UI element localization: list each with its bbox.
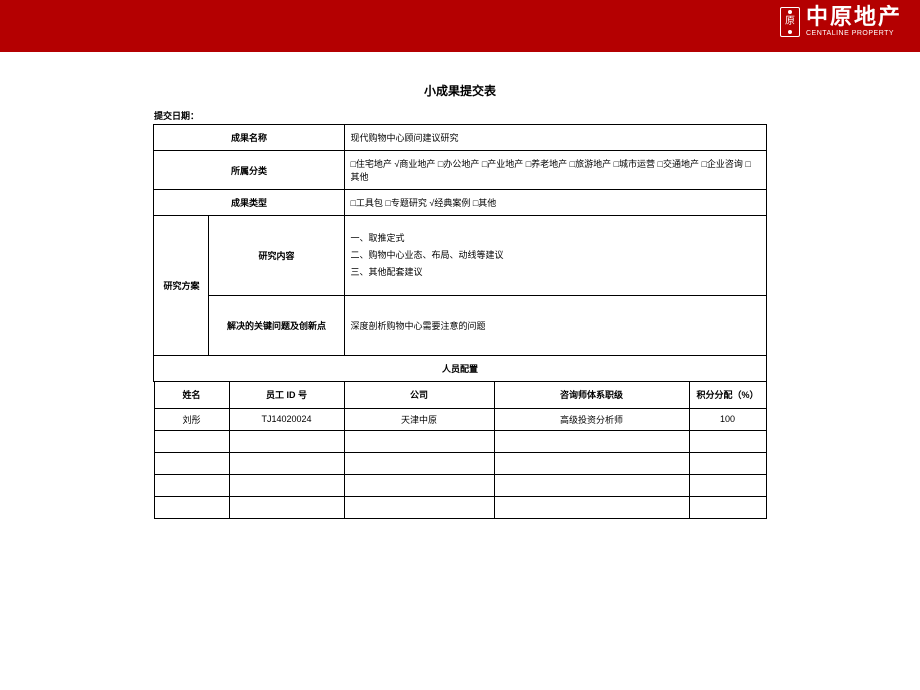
row-type: 成果类型 □工具包 □专题研究 √经典案例 □其他: [154, 190, 766, 216]
brand-name-en: CENTALINE PROPERTY: [806, 30, 902, 38]
research-content-line: 三、其他配套建议: [351, 264, 760, 281]
people-row: [154, 496, 766, 518]
people-table: 姓名 员工 ID 号 公司 咨询师体系职级 积分分配（%） 刘彤 TJ14020…: [154, 382, 767, 519]
people-cell: [494, 452, 689, 474]
people-row: [154, 430, 766, 452]
row-result-name: 成果名称 现代购物中心顾问建议研究: [154, 125, 766, 151]
submit-date-label: 提交日期：: [154, 109, 766, 122]
label-result-name: 成果名称: [154, 125, 344, 151]
people-cell: [494, 474, 689, 496]
row-category: 所属分类 □住宅地产 √商业地产 □办公地产 □产业地产 □养老地产 □旅游地产…: [154, 151, 766, 190]
brand-logo-text: 中原地产 CENTALINE PROPERTY: [806, 6, 902, 38]
research-content-line: 一、取推定式: [351, 230, 760, 247]
people-cell: [344, 496, 494, 518]
people-col-name: 姓名: [154, 382, 229, 408]
page-title: 小成果提交表: [424, 82, 496, 99]
value-result-name: 现代购物中心顾问建议研究: [344, 125, 766, 151]
brand-logo-mark-icon: 原: [780, 7, 800, 37]
people-cell-rank: 高级投资分析师: [494, 408, 689, 430]
people-cell: [689, 430, 766, 452]
brand-logo: 原 中原地产 CENTALINE PROPERTY: [780, 6, 902, 38]
value-research-content: 一、取推定式 二、购物中心业态、布局、动线等建议 三、其他配套建议: [344, 216, 766, 296]
people-cell-company: 天津中原: [344, 408, 494, 430]
people-cell: [154, 452, 229, 474]
label-research-plan: 研究方案: [154, 216, 209, 356]
people-cell: [154, 474, 229, 496]
people-cell: [344, 430, 494, 452]
brand-name-cn: 中原地产: [806, 6, 902, 28]
submission-form-table: 成果名称 现代购物中心顾问建议研究 所属分类 □住宅地产 √商业地产 □办公地产…: [153, 124, 766, 382]
row-people-section-title: 人员配置: [154, 356, 766, 382]
people-cell: [494, 496, 689, 518]
row-research-content: 研究方案 研究内容 一、取推定式 二、购物中心业态、布局、动线等建议 三、其他配…: [154, 216, 766, 296]
value-category: □住宅地产 √商业地产 □办公地产 □产业地产 □养老地产 □旅游地产 □城市运…: [344, 151, 766, 190]
people-col-id: 员工 ID 号: [229, 382, 344, 408]
people-cell: [494, 430, 689, 452]
value-type: □工具包 □专题研究 √经典案例 □其他: [344, 190, 766, 216]
people-cell: [229, 452, 344, 474]
people-row: [154, 474, 766, 496]
label-keypoint: 解决的关键问题及创新点: [209, 296, 344, 356]
people-cell: [229, 430, 344, 452]
research-content-line: 二、购物中心业态、布局、动线等建议: [351, 247, 760, 264]
people-cell: [154, 496, 229, 518]
people-col-rank: 咨询师体系职级: [494, 382, 689, 408]
header-bar: 原 中原地产 CENTALINE PROPERTY: [0, 0, 920, 52]
people-cell: [344, 474, 494, 496]
people-cell: [689, 452, 766, 474]
label-research-content: 研究内容: [209, 216, 344, 296]
people-row: 刘彤 TJ14020024 天津中原 高级投资分析师 100: [154, 408, 766, 430]
label-type: 成果类型: [154, 190, 344, 216]
people-cell: [229, 474, 344, 496]
people-cell: [344, 452, 494, 474]
value-keypoint: 深度剖析购物中心需要注意的问题: [344, 296, 766, 356]
label-category: 所属分类: [154, 151, 344, 190]
people-cell-name: 刘彤: [154, 408, 229, 430]
people-row: [154, 452, 766, 474]
people-cell: [689, 496, 766, 518]
people-header-row: 姓名 员工 ID 号 公司 咨询师体系职级 积分分配（%）: [154, 382, 766, 408]
row-keypoint: 解决的关键问题及创新点 深度剖析购物中心需要注意的问题: [154, 296, 766, 356]
people-cell-score: 100: [689, 408, 766, 430]
document-body: 小成果提交表 提交日期： 成果名称 现代购物中心顾问建议研究 所属分类 □住宅地…: [0, 52, 920, 519]
people-col-company: 公司: [344, 382, 494, 408]
people-cell: [229, 496, 344, 518]
people-cell: [154, 430, 229, 452]
people-col-score: 积分分配（%）: [689, 382, 766, 408]
people-cell-id: TJ14020024: [229, 408, 344, 430]
people-cell: [689, 474, 766, 496]
people-section-title: 人员配置: [154, 356, 766, 382]
